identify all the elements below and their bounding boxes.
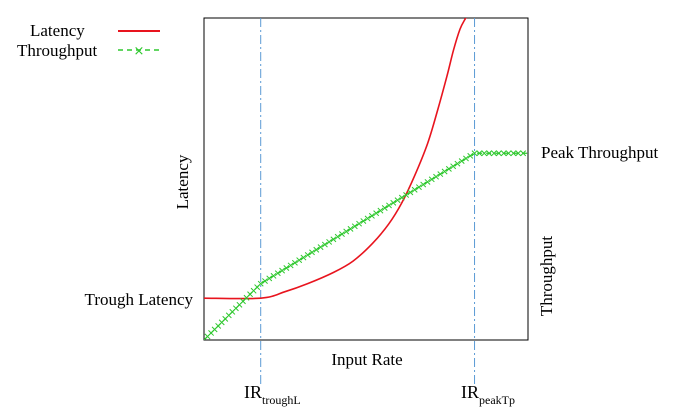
throughput-marker	[381, 205, 388, 211]
legend-marker-throughput: ×	[134, 44, 145, 59]
throughput-marker	[450, 163, 457, 170]
throughput-marker	[394, 197, 401, 204]
throughput-marker	[481, 150, 488, 157]
legend: Latency Throughput ×	[17, 21, 160, 60]
throughput-marker	[471, 150, 478, 157]
throughput-marker	[351, 223, 358, 230]
throughput-marker	[321, 241, 328, 248]
throughput-marker	[356, 220, 363, 227]
throughput-marker	[334, 233, 341, 240]
plot-frame	[203, 17, 529, 341]
throughput-marker	[266, 275, 273, 282]
throughput-marker	[274, 270, 281, 277]
throughput-marker	[505, 150, 512, 157]
throughput-marker	[291, 259, 298, 266]
throughput-marker	[495, 150, 502, 157]
throughput-marker	[437, 171, 444, 178]
throughput-marker	[373, 210, 380, 217]
throughput-marker	[458, 158, 465, 165]
reference-lines	[260, 18, 476, 385]
series-markers-throughput	[204, 150, 527, 340]
throughput-marker	[339, 231, 345, 238]
throughput-marker	[433, 173, 440, 180]
throughput-marker	[283, 265, 290, 271]
throughput-marker	[262, 278, 268, 284]
annotation-trough-latency: Trough Latency	[85, 290, 194, 309]
y-axis-label-left: Latency	[173, 154, 192, 209]
throughput-marker	[386, 202, 392, 209]
throughput-marker	[500, 150, 507, 157]
throughput-marker	[515, 150, 522, 157]
throughput-marker	[454, 160, 461, 167]
throughput-marker	[347, 225, 354, 232]
throughput-marker	[520, 150, 527, 157]
legend-label-latency: Latency	[30, 21, 85, 40]
legend-label-throughput: Throughput	[17, 41, 98, 60]
throughput-marker	[360, 218, 367, 225]
throughput-marker	[445, 165, 452, 172]
throughput-marker	[330, 236, 337, 243]
throughput-marker	[377, 207, 384, 214]
throughput-marker	[364, 215, 371, 222]
throughput-marker	[403, 192, 410, 198]
throughput-marker	[270, 272, 277, 279]
throughput-marker	[415, 184, 422, 191]
throughput-marker	[510, 150, 517, 157]
throughput-marker	[491, 150, 497, 157]
throughput-marker	[257, 280, 264, 287]
throughput-marker	[304, 252, 311, 258]
x-axis-label: Input Rate	[331, 350, 402, 369]
throughput-marker	[287, 262, 294, 269]
annotation-peak-throughput: Peak Throughput	[541, 143, 659, 162]
vline-label-ir-troughl: IRtroughL	[244, 382, 301, 407]
throughput-marker	[398, 194, 405, 201]
throughput-marker	[441, 168, 448, 175]
vline-label-ir-peaktp: IRpeakTp	[461, 382, 515, 407]
throughput-marker	[428, 176, 435, 183]
throughput-marker	[300, 254, 307, 261]
throughput-marker	[390, 199, 397, 206]
throughput-marker	[309, 249, 315, 256]
series	[204, 18, 528, 340]
throughput-marker	[313, 246, 320, 253]
series-line-latency	[204, 18, 467, 300]
throughput-marker	[279, 267, 286, 274]
throughput-marker	[420, 181, 427, 188]
throughput-marker	[463, 155, 469, 162]
throughput-marker	[407, 189, 414, 196]
throughput-marker	[424, 178, 431, 185]
y-axis-label-right: Throughput	[537, 236, 556, 317]
throughput-marker	[296, 257, 303, 264]
throughput-marker	[476, 150, 483, 157]
throughput-marker	[467, 152, 474, 159]
throughput-marker	[411, 186, 418, 193]
throughput-marker	[317, 244, 324, 251]
throughput-marker	[486, 150, 493, 157]
throughput-marker	[343, 228, 350, 235]
throughput-marker	[326, 238, 333, 245]
throughput-marker	[368, 212, 375, 219]
series-line-throughput	[204, 152, 528, 340]
